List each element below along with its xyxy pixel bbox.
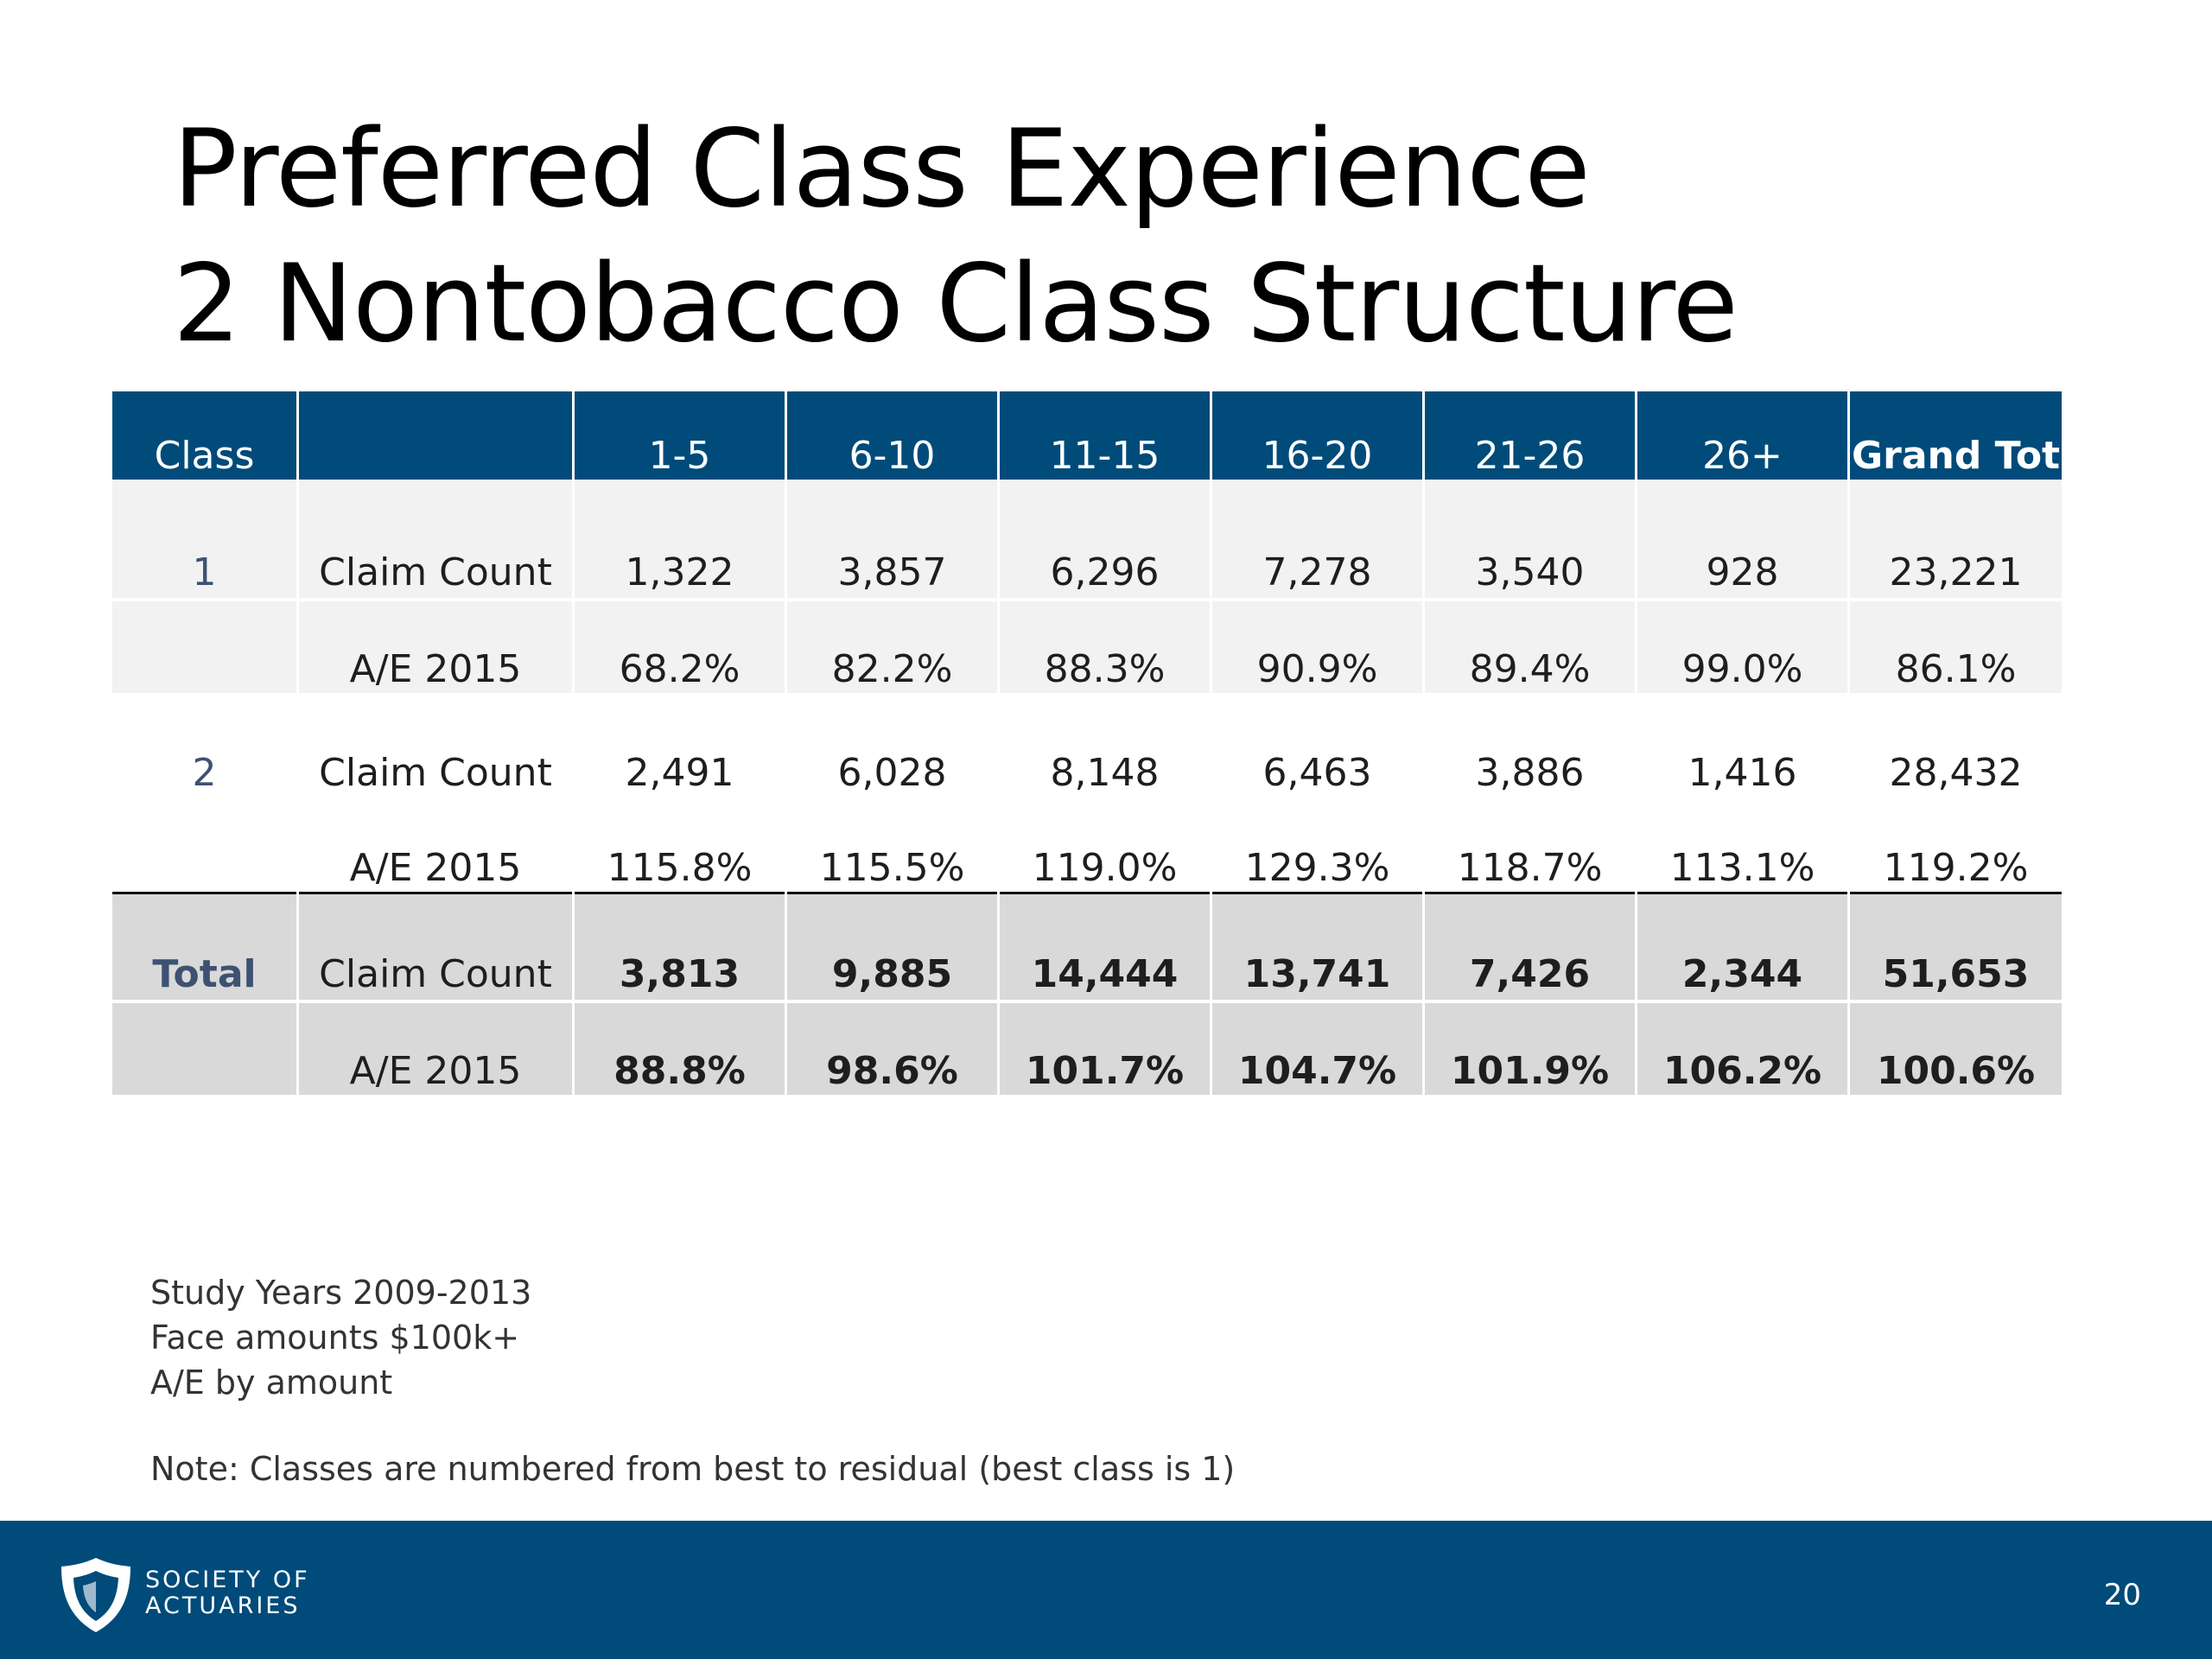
footer-bar: SOCIETY OF ACTUARIES 20 bbox=[0, 1521, 2212, 1659]
page-number: 20 bbox=[2103, 1578, 2141, 1612]
cell-value: 1,322 bbox=[575, 480, 785, 598]
shield-icon bbox=[61, 1558, 130, 1632]
slide-title: Preferred Class Experience 2 Nontobacco … bbox=[173, 102, 1738, 372]
cell-value: 129.3% bbox=[1212, 800, 1422, 894]
metric-label: A/E 2015 bbox=[299, 800, 572, 894]
note-study-years: Study Years 2009-2013 bbox=[150, 1274, 532, 1312]
cell-value: 2,491 bbox=[575, 693, 785, 800]
header-band-6: 26+ bbox=[1637, 391, 1847, 480]
note-class-numbering: Note: Classes are numbered from best to … bbox=[150, 1450, 1236, 1488]
cell-value: 100.6% bbox=[1850, 1000, 2062, 1095]
cell-value: 101.9% bbox=[1425, 1000, 1635, 1095]
metric-label: A/E 2015 bbox=[299, 1000, 572, 1095]
class-label: 2 bbox=[112, 693, 296, 800]
org-name: SOCIETY OF ACTUARIES bbox=[145, 1567, 310, 1619]
header-grand-total: Grand Total bbox=[1850, 391, 2062, 480]
cell-value: 7,426 bbox=[1425, 894, 1635, 1000]
cell-value: 9,885 bbox=[787, 894, 997, 1000]
header-row: Class 1-5 6-10 11-15 16-20 21-26 26+ Gra… bbox=[112, 391, 2062, 480]
class-label: Total bbox=[112, 894, 296, 1000]
cell-value: 89.4% bbox=[1425, 598, 1635, 693]
header-band-3: 11-15 bbox=[1000, 391, 1210, 480]
cell-value: 119.2% bbox=[1850, 800, 2062, 894]
table-row: 1 Claim Count 1,322 3,857 6,296 7,278 3,… bbox=[112, 480, 2062, 598]
table-row: A/E 2015 115.8% 115.5% 119.0% 129.3% 118… bbox=[112, 800, 2062, 894]
class-label-empty bbox=[112, 1000, 296, 1095]
metric-label: Claim Count bbox=[299, 894, 572, 1000]
metric-label: Claim Count bbox=[299, 480, 572, 598]
title-line-2: 2 Nontobacco Class Structure bbox=[173, 242, 1738, 366]
cell-value: 3,540 bbox=[1425, 480, 1635, 598]
cell-value: 928 bbox=[1637, 480, 1847, 598]
cell-value: 2,344 bbox=[1637, 894, 1847, 1000]
table-row-total: Total Claim Count 3,813 9,885 14,444 13,… bbox=[112, 894, 2062, 1000]
cell-value: 3,813 bbox=[575, 894, 785, 1000]
cell-value: 8,148 bbox=[1000, 693, 1210, 800]
cell-value: 101.7% bbox=[1000, 1000, 1210, 1095]
cell-value: 118.7% bbox=[1425, 800, 1635, 894]
header-metric bbox=[299, 391, 572, 480]
study-notes: Study Years 2009-2013 Face amounts $100k… bbox=[150, 1270, 1235, 1491]
cell-value: 88.8% bbox=[575, 1000, 785, 1095]
cell-value: 23,221 bbox=[1850, 480, 2062, 598]
cell-value: 6,463 bbox=[1212, 693, 1422, 800]
cell-value: 119.0% bbox=[1000, 800, 1210, 894]
cell-value: 113.1% bbox=[1637, 800, 1847, 894]
header-class: Class bbox=[112, 391, 296, 480]
cell-value: 28,432 bbox=[1850, 693, 2062, 800]
cell-value: 3,857 bbox=[787, 480, 997, 598]
table-row-total: A/E 2015 88.8% 98.6% 101.7% 104.7% 101.9… bbox=[112, 1000, 2062, 1095]
cell-value: 115.8% bbox=[575, 800, 785, 894]
org-line-2: ACTUARIES bbox=[145, 1592, 301, 1619]
metric-label: Claim Count bbox=[299, 693, 572, 800]
cell-value: 13,741 bbox=[1212, 894, 1422, 1000]
header-band-5: 21-26 bbox=[1425, 391, 1635, 480]
note-face-amounts: Face amounts $100k+ bbox=[150, 1319, 520, 1357]
cell-value: 82.2% bbox=[787, 598, 997, 693]
header-band-4: 16-20 bbox=[1212, 391, 1422, 480]
table-row: 2 Claim Count 2,491 6,028 8,148 6,463 3,… bbox=[112, 693, 2062, 800]
class-label-empty bbox=[112, 800, 296, 894]
cell-value: 88.3% bbox=[1000, 598, 1210, 693]
org-line-1: SOCIETY OF bbox=[145, 1567, 310, 1593]
cell-value: 1,416 bbox=[1637, 693, 1847, 800]
class-label: 1 bbox=[112, 480, 296, 598]
cell-value: 90.9% bbox=[1212, 598, 1422, 693]
cell-value: 104.7% bbox=[1212, 1000, 1422, 1095]
note-ae-basis: A/E by amount bbox=[150, 1363, 393, 1402]
table-row: A/E 2015 68.2% 82.2% 88.3% 90.9% 89.4% 9… bbox=[112, 598, 2062, 693]
cell-value: 106.2% bbox=[1637, 1000, 1847, 1095]
cell-value: 68.2% bbox=[575, 598, 785, 693]
cell-value: 14,444 bbox=[1000, 894, 1210, 1000]
class-label-empty bbox=[112, 598, 296, 693]
cell-value: 99.0% bbox=[1637, 598, 1847, 693]
cell-value: 98.6% bbox=[787, 1000, 997, 1095]
cell-value: 7,278 bbox=[1212, 480, 1422, 598]
cell-value: 3,886 bbox=[1425, 693, 1635, 800]
cell-value: 115.5% bbox=[787, 800, 997, 894]
cell-value: 6,296 bbox=[1000, 480, 1210, 598]
header-band-2: 6-10 bbox=[787, 391, 997, 480]
cell-value: 51,653 bbox=[1850, 894, 2062, 1000]
header-band-1: 1-5 bbox=[575, 391, 785, 480]
cell-value: 6,028 bbox=[787, 693, 997, 800]
preferred-class-table: Class 1-5 6-10 11-15 16-20 21-26 26+ Gra… bbox=[110, 391, 2064, 1095]
cell-value: 86.1% bbox=[1850, 598, 2062, 693]
title-line-1: Preferred Class Experience bbox=[173, 107, 1591, 232]
metric-label: A/E 2015 bbox=[299, 598, 572, 693]
